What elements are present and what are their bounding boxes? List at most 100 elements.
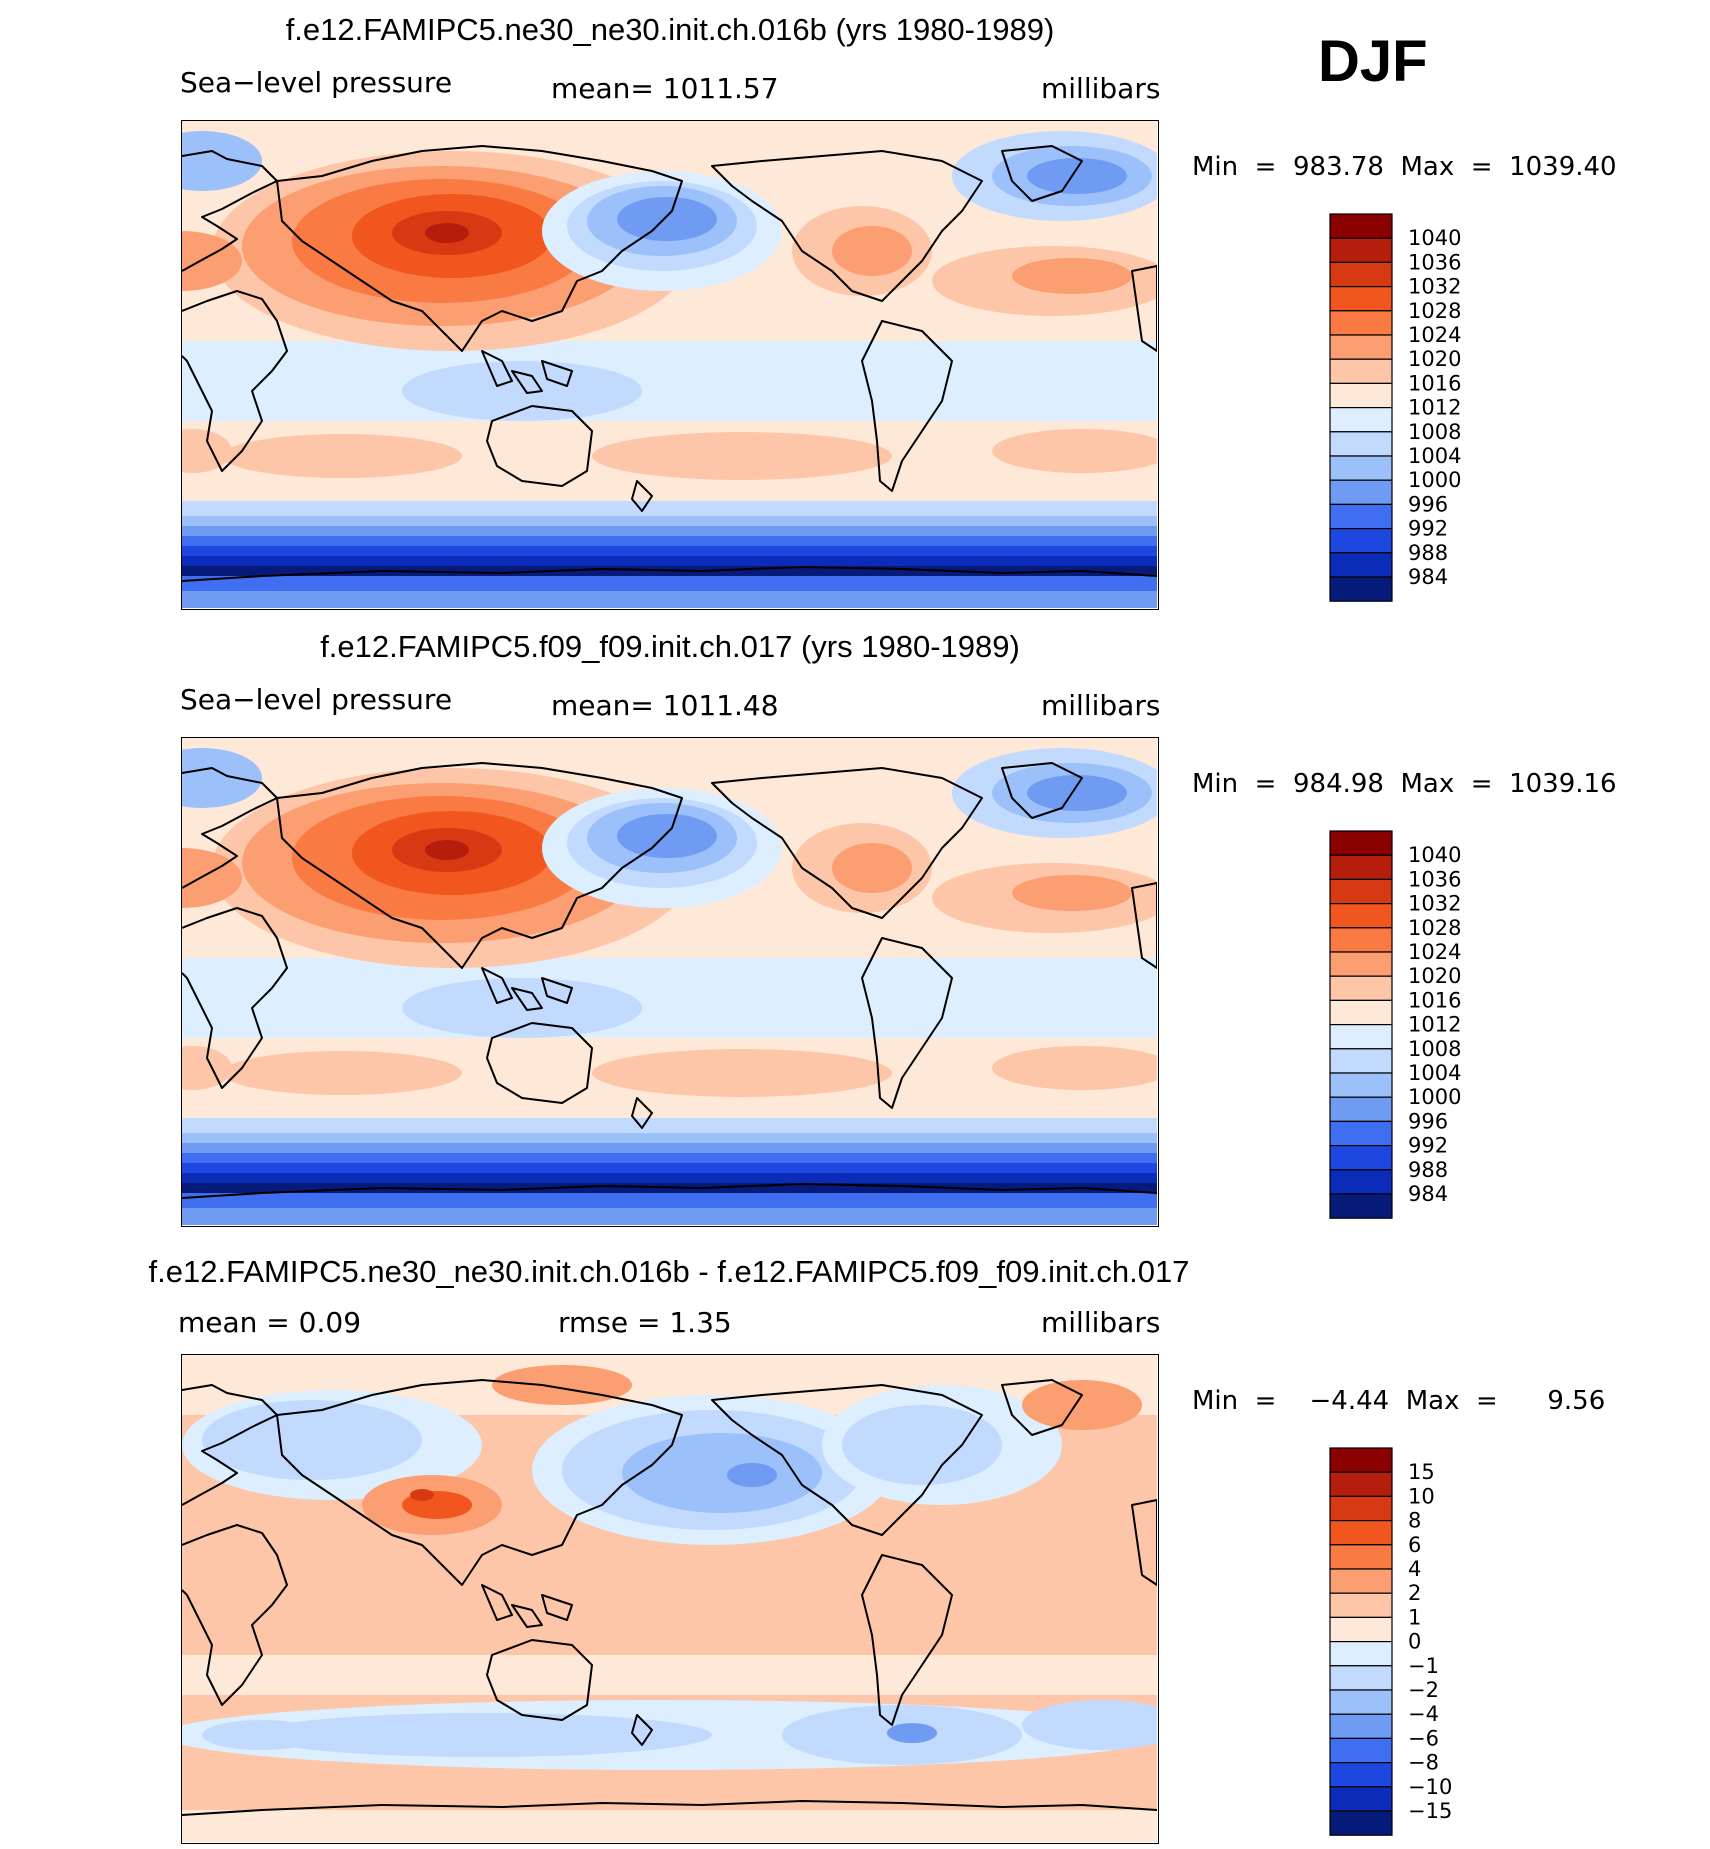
coastline <box>1001 145 1083 202</box>
coastline <box>861 937 953 1109</box>
colorbar-tick-label: 1024 <box>1408 323 1461 347</box>
colorbar-tick-label: 0 <box>1408 1630 1421 1654</box>
colorbar-swatch <box>1329 285 1393 312</box>
coastline <box>1131 882 1157 969</box>
colorbar-tick-label: 1020 <box>1408 964 1461 988</box>
colorbar-tick-label: 1032 <box>1408 892 1461 916</box>
colorbar-swatch <box>1329 455 1393 481</box>
coastline <box>182 290 288 472</box>
colorbar-swatch <box>1329 503 1393 530</box>
coastline <box>1001 1379 1083 1436</box>
coastline <box>631 480 653 512</box>
colorbar-swatch <box>1329 1665 1393 1691</box>
colorbar-tick-label: 1 <box>1408 1605 1421 1629</box>
coastline <box>711 767 983 919</box>
colorbar-swatch <box>1329 1568 1393 1594</box>
colorbar-swatch <box>1329 830 1393 856</box>
colorbar-swatch <box>1329 927 1393 953</box>
coastline <box>541 360 573 387</box>
field-contour <box>222 1051 462 1095</box>
coastline <box>511 987 543 1011</box>
coastline <box>182 767 278 889</box>
colorbar-swatch <box>1329 431 1393 457</box>
colorbar-swatch <box>1329 310 1393 336</box>
colorbar: 1040 1036 1032 1028 1024 1020 1016 1012 1008 1004… <box>1329 213 1520 610</box>
colorbar-swatch <box>1329 479 1393 506</box>
field-contour <box>182 748 262 808</box>
field-contour <box>592 432 892 480</box>
colorbar-tick-label: 6 <box>1408 1533 1421 1557</box>
coastline <box>276 762 683 969</box>
colorbar-swatch <box>1329 1641 1393 1667</box>
colorbar-swatch <box>1329 382 1393 409</box>
units-label: millibars <box>1041 72 1161 105</box>
colorbar-swatch <box>1329 951 1393 977</box>
colorbar-tick-label: 1000 <box>1408 1085 1461 1109</box>
colorbar-tick-label: 1016 <box>1408 988 1461 1012</box>
map-svg <box>182 738 1157 1225</box>
mean-label: mean= 1011.48 <box>551 689 779 722</box>
field-contour <box>832 843 912 893</box>
field-band <box>182 1655 1157 1695</box>
colorbar-swatch <box>1329 1810 1393 1836</box>
colorbar-swatch <box>1329 407 1393 433</box>
field-contour <box>402 361 642 421</box>
colorbar-tick-label: 984 <box>1408 1182 1448 1206</box>
coastline <box>182 1384 278 1506</box>
field-band <box>182 591 1157 608</box>
difference-map <box>181 1354 1159 1844</box>
field-band <box>182 1208 1157 1225</box>
colorbar-tick-label: 1008 <box>1408 1037 1461 1061</box>
colorbar-swatch <box>1329 1193 1393 1219</box>
field-contour <box>592 1049 892 1097</box>
variable-label: Sea−level pressure <box>180 683 453 716</box>
map-svg <box>182 1355 1157 1842</box>
colorbar-tick-label: 1040 <box>1408 843 1461 867</box>
variable-label: Sea−level pressure <box>180 66 453 99</box>
colorbar: 15 10 8 6 4 2 1 0 −1 −2 −4 −6 −8 −10 −15 <box>1329 1447 1520 1844</box>
field-contour <box>832 226 912 276</box>
field-contour <box>202 1400 422 1480</box>
field-contour <box>1022 1380 1142 1430</box>
colorbar-tick-label: 1012 <box>1408 1013 1461 1037</box>
coastline <box>861 320 953 492</box>
colorbar-swatch <box>1329 237 1393 264</box>
colorbar-swatch <box>1329 1471 1393 1498</box>
colorbar-tick-label: 1000 <box>1408 468 1461 492</box>
colorbar-tick-label: 1020 <box>1408 347 1461 371</box>
min-max-label: Min = 983.78 Max = 1039.40 <box>1192 152 1617 182</box>
slp-map <box>181 120 1159 610</box>
colorbar-tick-label: 984 <box>1408 565 1448 589</box>
field-contour <box>887 1723 937 1743</box>
field-contour <box>992 1046 1157 1090</box>
mean-label: mean= 1011.57 <box>551 72 779 105</box>
colorbar-tick-label: 988 <box>1408 1158 1448 1182</box>
season-label: DJF <box>1318 29 1428 94</box>
colorbar-tick-label: −8 <box>1408 1751 1439 1775</box>
coastline <box>511 1604 543 1628</box>
colorbar-swatch <box>1329 1048 1393 1074</box>
coastline <box>511 370 543 394</box>
units-label: millibars <box>1041 689 1161 722</box>
colorbar-svg: 1040103610321028102410201016101210081004… <box>1329 830 1461 1219</box>
coastline <box>486 405 593 487</box>
mean-label: mean = 0.09 <box>178 1306 362 1339</box>
colorbar-tick-label: 8 <box>1408 1509 1421 1533</box>
coastline <box>631 1097 653 1129</box>
colorbar-swatch <box>1329 854 1393 881</box>
field-contour <box>727 1463 777 1487</box>
field-band <box>182 1810 1157 1842</box>
field-contour <box>410 1489 434 1501</box>
field-contour <box>202 1720 322 1750</box>
slp-map <box>181 737 1159 1227</box>
coastline <box>711 1384 983 1536</box>
colorbar-tick-label: 1004 <box>1408 1061 1461 1085</box>
colorbar-swatch <box>1329 1616 1393 1643</box>
coastline <box>631 1714 653 1746</box>
coastline <box>182 566 1157 582</box>
coastline <box>711 150 983 302</box>
colorbar-swatch <box>1329 1096 1393 1123</box>
field-contour <box>182 1046 232 1090</box>
panel-title: f.e12.FAMIPC5.ne30_ne30.init.ch.016b (yr… <box>285 12 1055 47</box>
